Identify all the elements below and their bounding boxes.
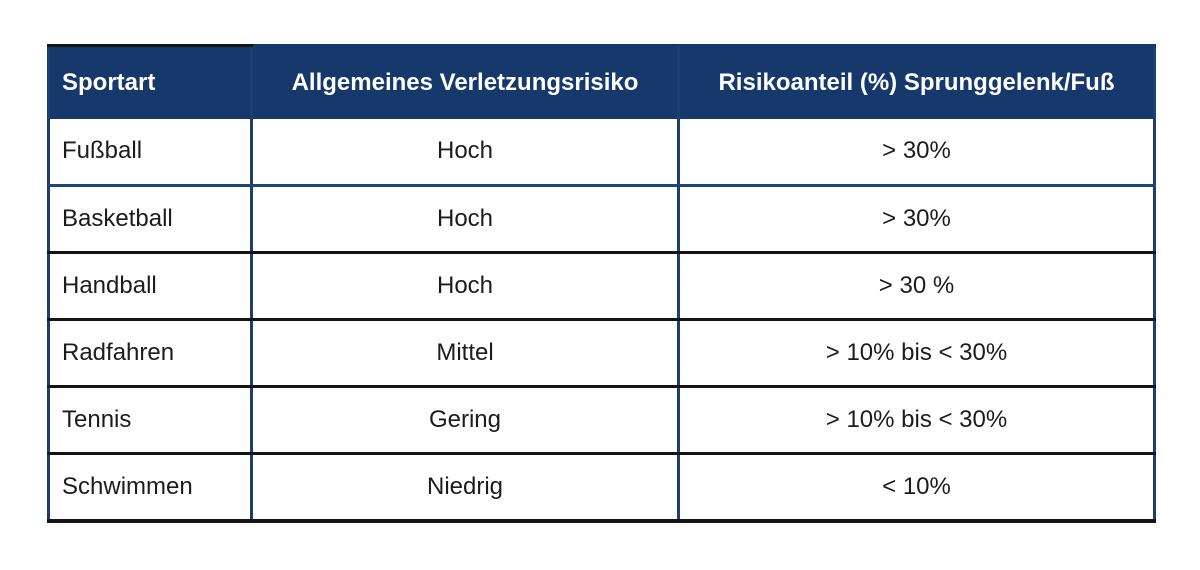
cell-sport: Schwimmen bbox=[48, 453, 252, 521]
table-body: Fußball Hoch > 30% Basketball Hoch > 30%… bbox=[48, 118, 1155, 521]
cell-share: > 10% bis < 30% bbox=[677, 319, 1155, 388]
cell-risk: Hoch bbox=[250, 252, 679, 321]
cell-risk: Niedrig bbox=[250, 453, 679, 521]
cell-risk: Hoch bbox=[250, 185, 679, 254]
cell-sport: Fußball bbox=[48, 118, 252, 187]
cell-sport: Handball bbox=[48, 252, 252, 321]
table-row-tennis: Tennis Gering > 10% bis < 30% bbox=[48, 386, 1155, 455]
cell-share: > 30% bbox=[677, 118, 1155, 187]
header-row: Sportart Allgemeines Verletzungsrisiko R… bbox=[48, 44, 1155, 119]
sports-injury-risk-table: Sportart Allgemeines Verletzungsrisiko R… bbox=[47, 44, 1156, 523]
cell-risk: Hoch bbox=[250, 118, 679, 187]
cell-sport: Basketball bbox=[48, 185, 252, 254]
col-header-verletzungsrisiko: Allgemeines Verletzungsrisiko bbox=[250, 44, 679, 119]
table-row-handball: Handball Hoch > 30 % bbox=[48, 252, 1155, 321]
cell-sport: Tennis bbox=[48, 386, 252, 455]
cell-share: > 30 % bbox=[677, 252, 1155, 321]
risk-table-container: Sportart Allgemeines Verletzungsrisiko R… bbox=[47, 44, 1156, 523]
cell-share: < 10% bbox=[677, 453, 1155, 521]
cell-share: > 30% bbox=[677, 185, 1155, 254]
table-row-fussball: Fußball Hoch > 30% bbox=[48, 118, 1155, 187]
table-row-schwimmen: Schwimmen Niedrig < 10% bbox=[48, 453, 1155, 521]
cell-risk: Gering bbox=[250, 386, 679, 455]
col-header-risikoanteil: Risikoanteil (%) Sprunggelenk/Fuß bbox=[677, 44, 1155, 119]
table-row-basketball: Basketball Hoch > 30% bbox=[48, 185, 1155, 254]
cell-sport: Radfahren bbox=[48, 319, 252, 388]
cell-risk: Mittel bbox=[250, 319, 679, 388]
table-row-radfahren: Radfahren Mittel > 10% bis < 30% bbox=[48, 319, 1155, 388]
col-header-sportart: Sportart bbox=[48, 44, 252, 119]
table-header: Sportart Allgemeines Verletzungsrisiko R… bbox=[48, 44, 1155, 119]
cell-share: > 10% bis < 30% bbox=[677, 386, 1155, 455]
